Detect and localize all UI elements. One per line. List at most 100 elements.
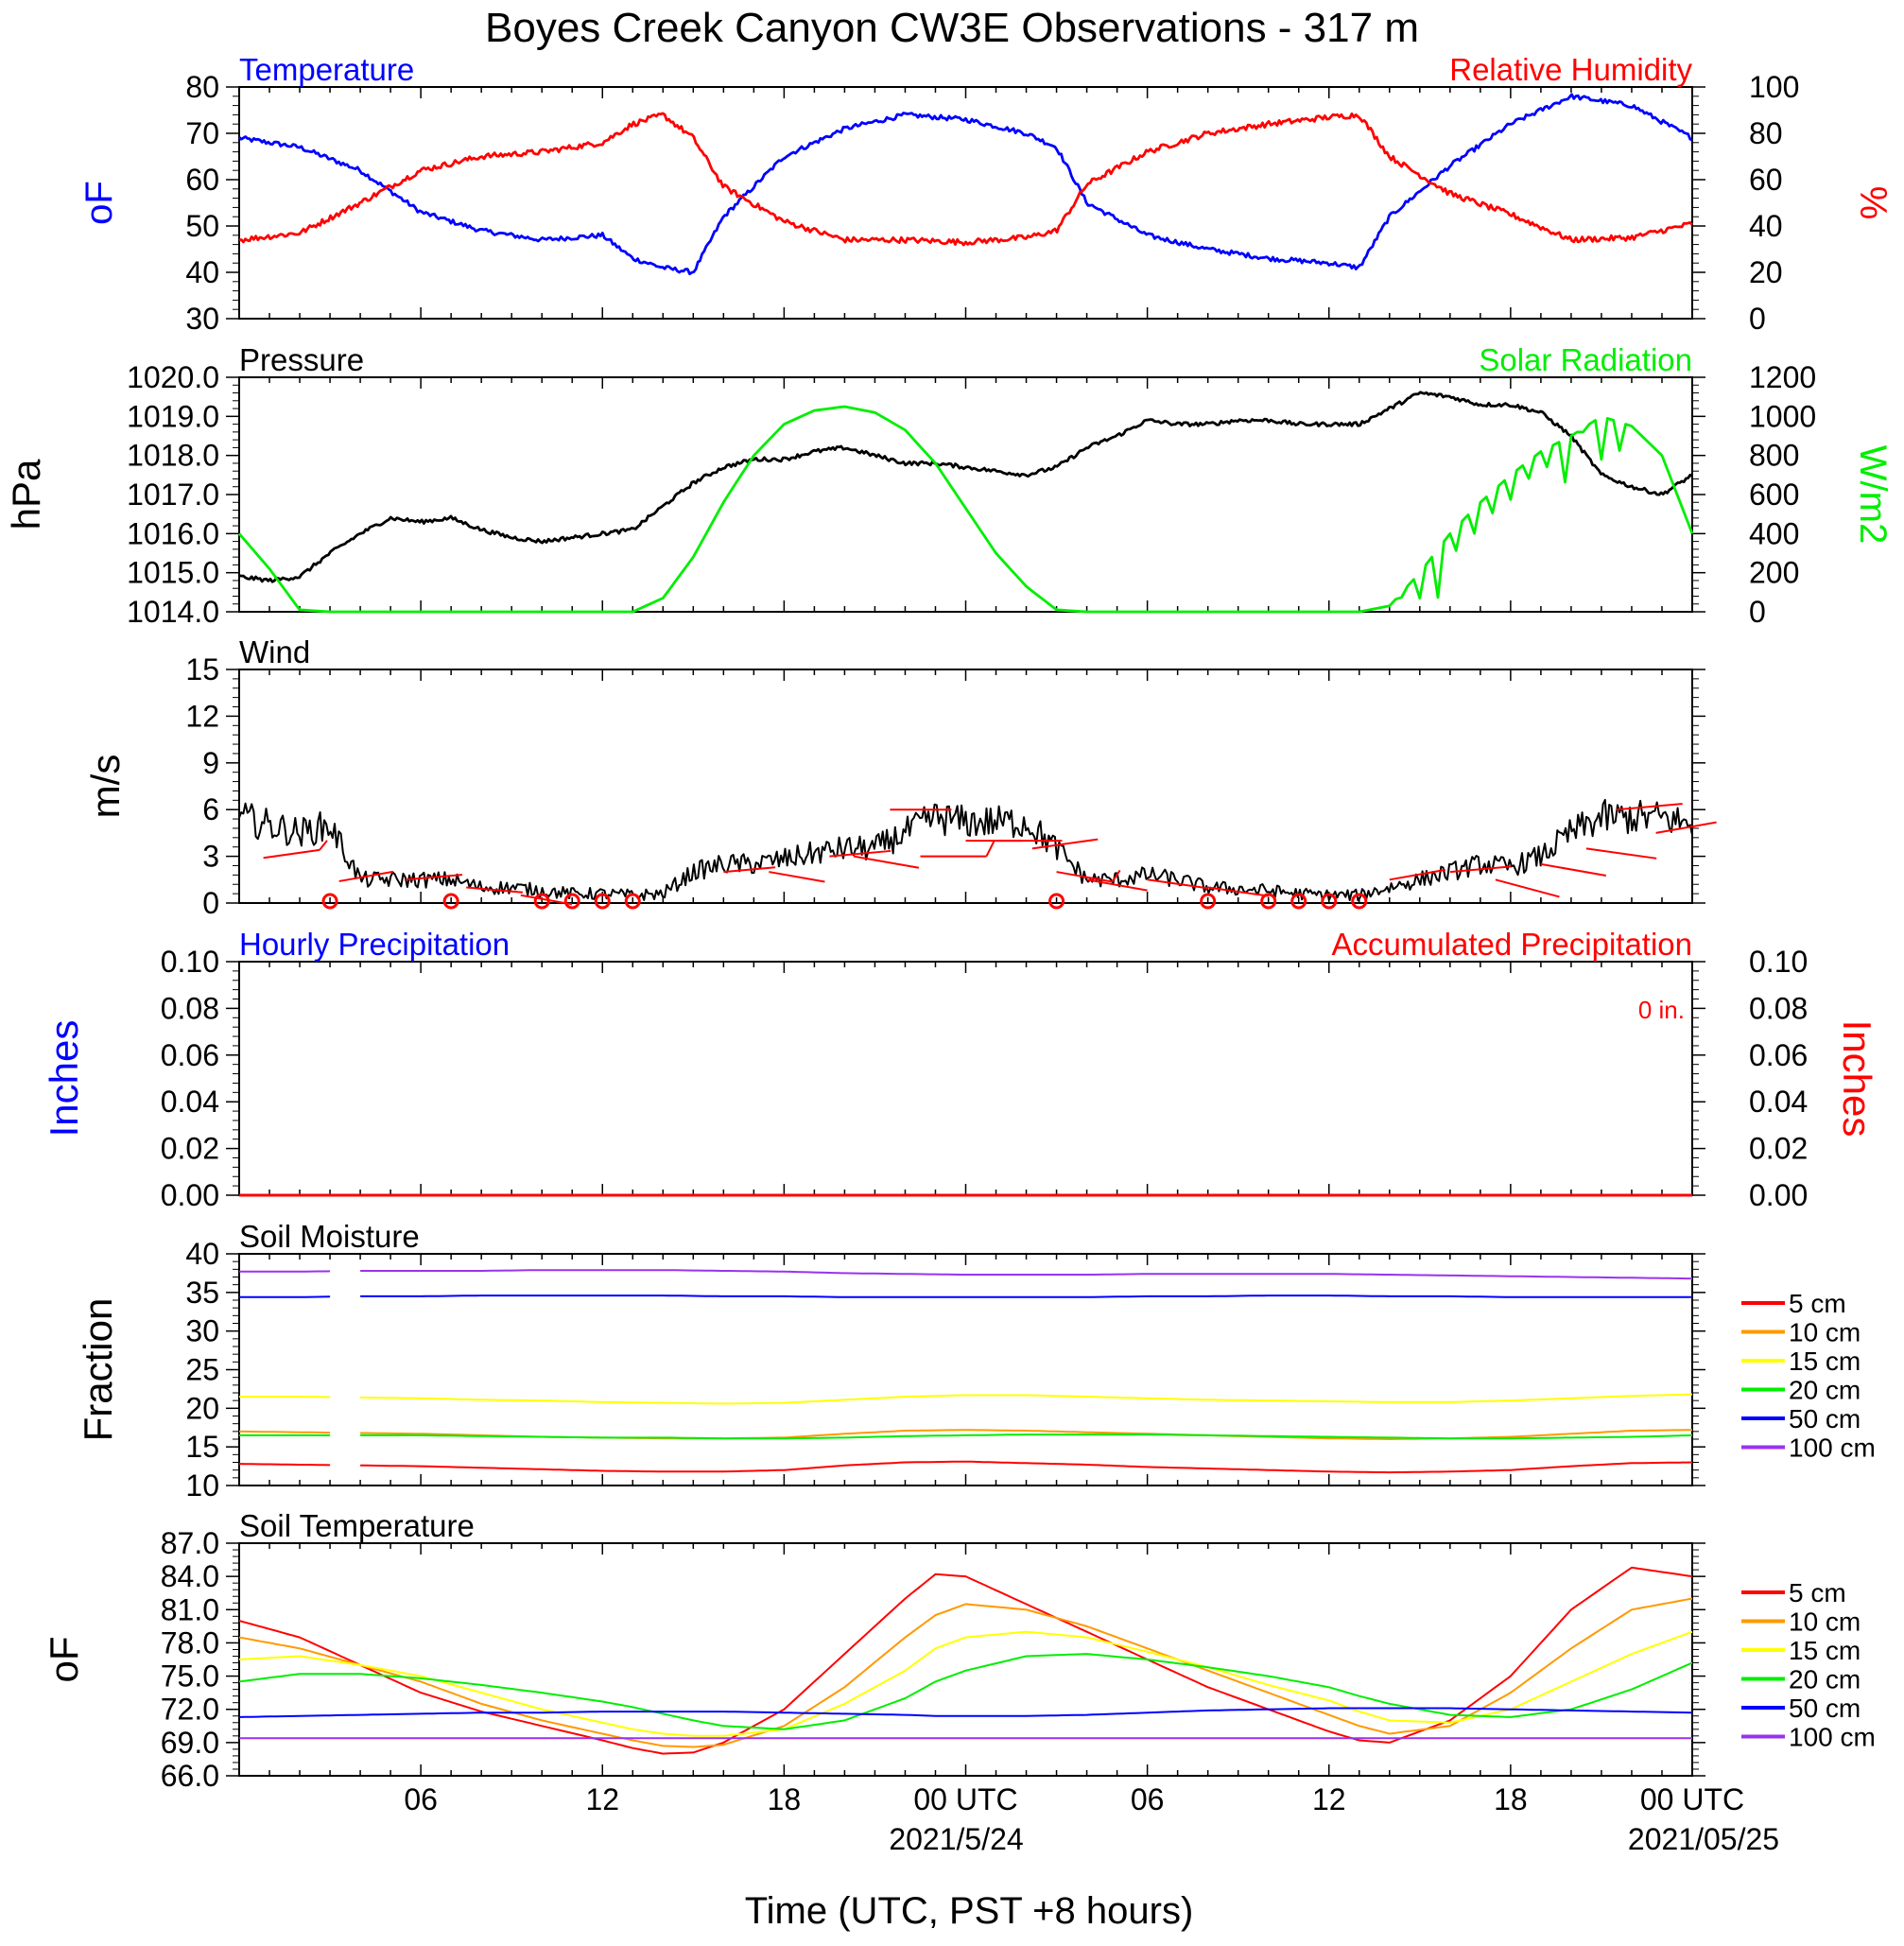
calm-wind-marker	[1290, 893, 1307, 910]
legend-label: 5 cm	[1789, 1289, 1846, 1318]
y-right-tick-label: 0	[1749, 302, 1766, 336]
calm-wind-marker	[1200, 893, 1217, 910]
y-tick-label: 9	[202, 746, 219, 780]
y-tick-label: 25	[185, 1353, 219, 1387]
wind-barb	[723, 866, 776, 874]
panel-soil_temp: 66.069.072.075.078.081.084.087.0 Soil Tem…	[42, 1508, 1876, 1793]
wind-barb	[1031, 838, 1099, 850]
x-tick-label: 06	[404, 1782, 438, 1816]
calm-wind-marker	[1321, 893, 1338, 910]
panel-title-left: Soil Temperature	[239, 1508, 475, 1543]
y-tick-label: 30	[185, 1314, 219, 1348]
y-tick-label: 0.00	[161, 1178, 219, 1212]
calm-wind-marker	[1351, 893, 1368, 910]
legend-label: 10 cm	[1789, 1607, 1861, 1637]
x-tick-label: 18	[768, 1782, 802, 1816]
y-tick-label: 1020.0	[127, 360, 219, 394]
plot-frame	[238, 669, 1693, 904]
y-tick-label: 69.0	[161, 1726, 219, 1760]
y-tick-label: 20	[185, 1391, 219, 1425]
y-tick-label: 1016.0	[127, 516, 219, 550]
y-tick-label: 1014.0	[127, 595, 219, 629]
y-tick-label: 0.10	[161, 945, 219, 979]
plot-frame	[238, 86, 1693, 320]
wind-barb	[1585, 847, 1657, 860]
plot-frame	[238, 376, 1693, 613]
y-tick-label: 40	[185, 255, 219, 289]
x-tick-date: 2021/05/25	[1628, 1822, 1779, 1856]
panel-title-left: Temperature	[239, 52, 414, 87]
wind-barb	[829, 849, 891, 858]
y-tick-label: 15	[185, 652, 219, 686]
y-tick-label: 30	[185, 302, 219, 336]
series-line-15-cm	[238, 1630, 1693, 1737]
panel-title-left: Wind	[239, 634, 310, 669]
series-line-5-cm	[238, 1460, 1693, 1474]
y-tick-label: 35	[185, 1276, 219, 1310]
y-right-tick-label: 0.02	[1749, 1132, 1808, 1166]
legend-label: 10 cm	[1789, 1318, 1861, 1347]
y-tick-label: 12	[185, 699, 219, 733]
wind-barb	[1207, 886, 1270, 897]
y-right-tick-label: 40	[1749, 209, 1783, 243]
wind-barb	[466, 886, 524, 894]
y-tick-label: 75.0	[161, 1659, 219, 1694]
x-axis: 06 12 18 00 UTC 2021/5/24 06 12 18 00 UTC 2021/05…	[404, 1782, 1779, 1932]
calm-wind-marker	[594, 893, 611, 910]
calm-wind-marker	[563, 893, 580, 910]
panel-title-left: Hourly Precipitation	[239, 927, 510, 962]
y-right-tick-label: 20	[1749, 255, 1783, 289]
panel-pressure_solar: 1014.0 1015.0 1016.0 1017.0 1018.0 1019.0 1020…	[4, 342, 1894, 629]
series-line-50-cm	[238, 1707, 1693, 1718]
calm-wind-marker	[321, 893, 338, 910]
x-tick-label: 12	[1312, 1782, 1346, 1816]
wind-barb-flag	[1111, 869, 1121, 883]
panel-temp_rh: 30 40 50 60 70 80 0 20 40 60 80 100 Temperature Relat…	[78, 52, 1894, 336]
y-axis-label: oF	[42, 1636, 86, 1682]
y-axis-label: Inches	[42, 1020, 86, 1138]
x-tick-date: 2021/5/24	[889, 1822, 1023, 1856]
y-right-tick-label: 100	[1749, 70, 1799, 104]
y-tick-label: 15	[185, 1430, 219, 1464]
accumulation-annotation: 0 in.	[1638, 996, 1685, 1024]
y-tick-label: 3	[202, 840, 219, 874]
figure-title: Boyes Creek Canyon CW3E Observations - 3…	[485, 5, 1419, 51]
y-axis-label: Fraction	[76, 1298, 120, 1442]
y-tick-label: 70	[185, 116, 219, 150]
series-line-10-cm	[238, 1597, 1693, 1748]
legend-label: 20 cm	[1789, 1376, 1861, 1405]
calm-wind-marker	[533, 893, 550, 910]
plot-frame	[238, 1542, 1693, 1777]
y-tick-label: 0.04	[161, 1085, 219, 1119]
wind-barb	[769, 871, 825, 883]
y-tick-label: 72.0	[161, 1693, 219, 1727]
wind-barb	[853, 855, 920, 869]
wind-barb	[1540, 862, 1607, 877]
calm-wind-marker	[1048, 893, 1065, 910]
wind-barb	[338, 870, 393, 882]
wind-barb	[1086, 878, 1148, 892]
y-right-tick-label: 1200	[1749, 360, 1816, 394]
legend-label: 15 cm	[1789, 1636, 1861, 1665]
legend-label: 15 cm	[1789, 1347, 1861, 1376]
y-right-tick-label: 0.08	[1749, 991, 1808, 1025]
y-right-tick-label: 0.04	[1749, 1085, 1808, 1119]
panel-title-left: Soil Moisture	[239, 1219, 420, 1254]
y-tick-label: 60	[185, 163, 219, 197]
series-line-20-cm	[239, 1433, 1693, 1440]
y-right-tick-label: 800	[1749, 439, 1799, 473]
y-axis-label: m/s	[83, 755, 128, 819]
wind-barb	[1655, 821, 1717, 834]
panel-wind: 0 3 6 9 12 15 Wind m/s	[83, 634, 1717, 920]
y-right-tick-label: 0	[1749, 595, 1766, 629]
x-tick-label: 12	[585, 1782, 619, 1816]
y-right-tick-label: 60	[1749, 163, 1783, 197]
y-axis-label-right: Inches	[1835, 1020, 1879, 1138]
series-line-relative-humidity	[238, 112, 1694, 247]
wind-barb	[1389, 868, 1446, 881]
legend-label: 100 cm	[1789, 1723, 1876, 1752]
panel-precip: 0.00 0.02 0.04 0.06 0.08 0.10 0.00 0.02 0.04 0.06…	[42, 927, 1879, 1212]
legend-label: 100 cm	[1789, 1433, 1876, 1463]
panel-title-right: Solar Radiation	[1479, 342, 1692, 377]
